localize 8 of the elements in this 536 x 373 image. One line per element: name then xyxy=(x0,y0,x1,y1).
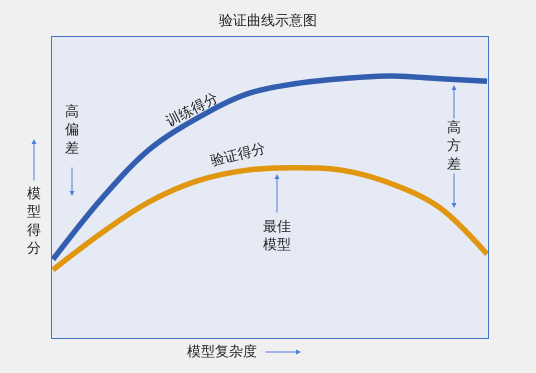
text: 验证得分 xyxy=(208,140,268,170)
x-axis-title: 模型复杂度 xyxy=(187,344,257,360)
annotation: 高偏差 xyxy=(65,104,79,156)
y-axis-title: 模型得分 xyxy=(27,186,41,257)
text: 训练得分 xyxy=(163,90,221,130)
annotation: 最佳模型 xyxy=(263,219,291,254)
chart-title: 验证曲线示意图 xyxy=(219,12,317,29)
annotation: 高方差 xyxy=(447,120,461,172)
